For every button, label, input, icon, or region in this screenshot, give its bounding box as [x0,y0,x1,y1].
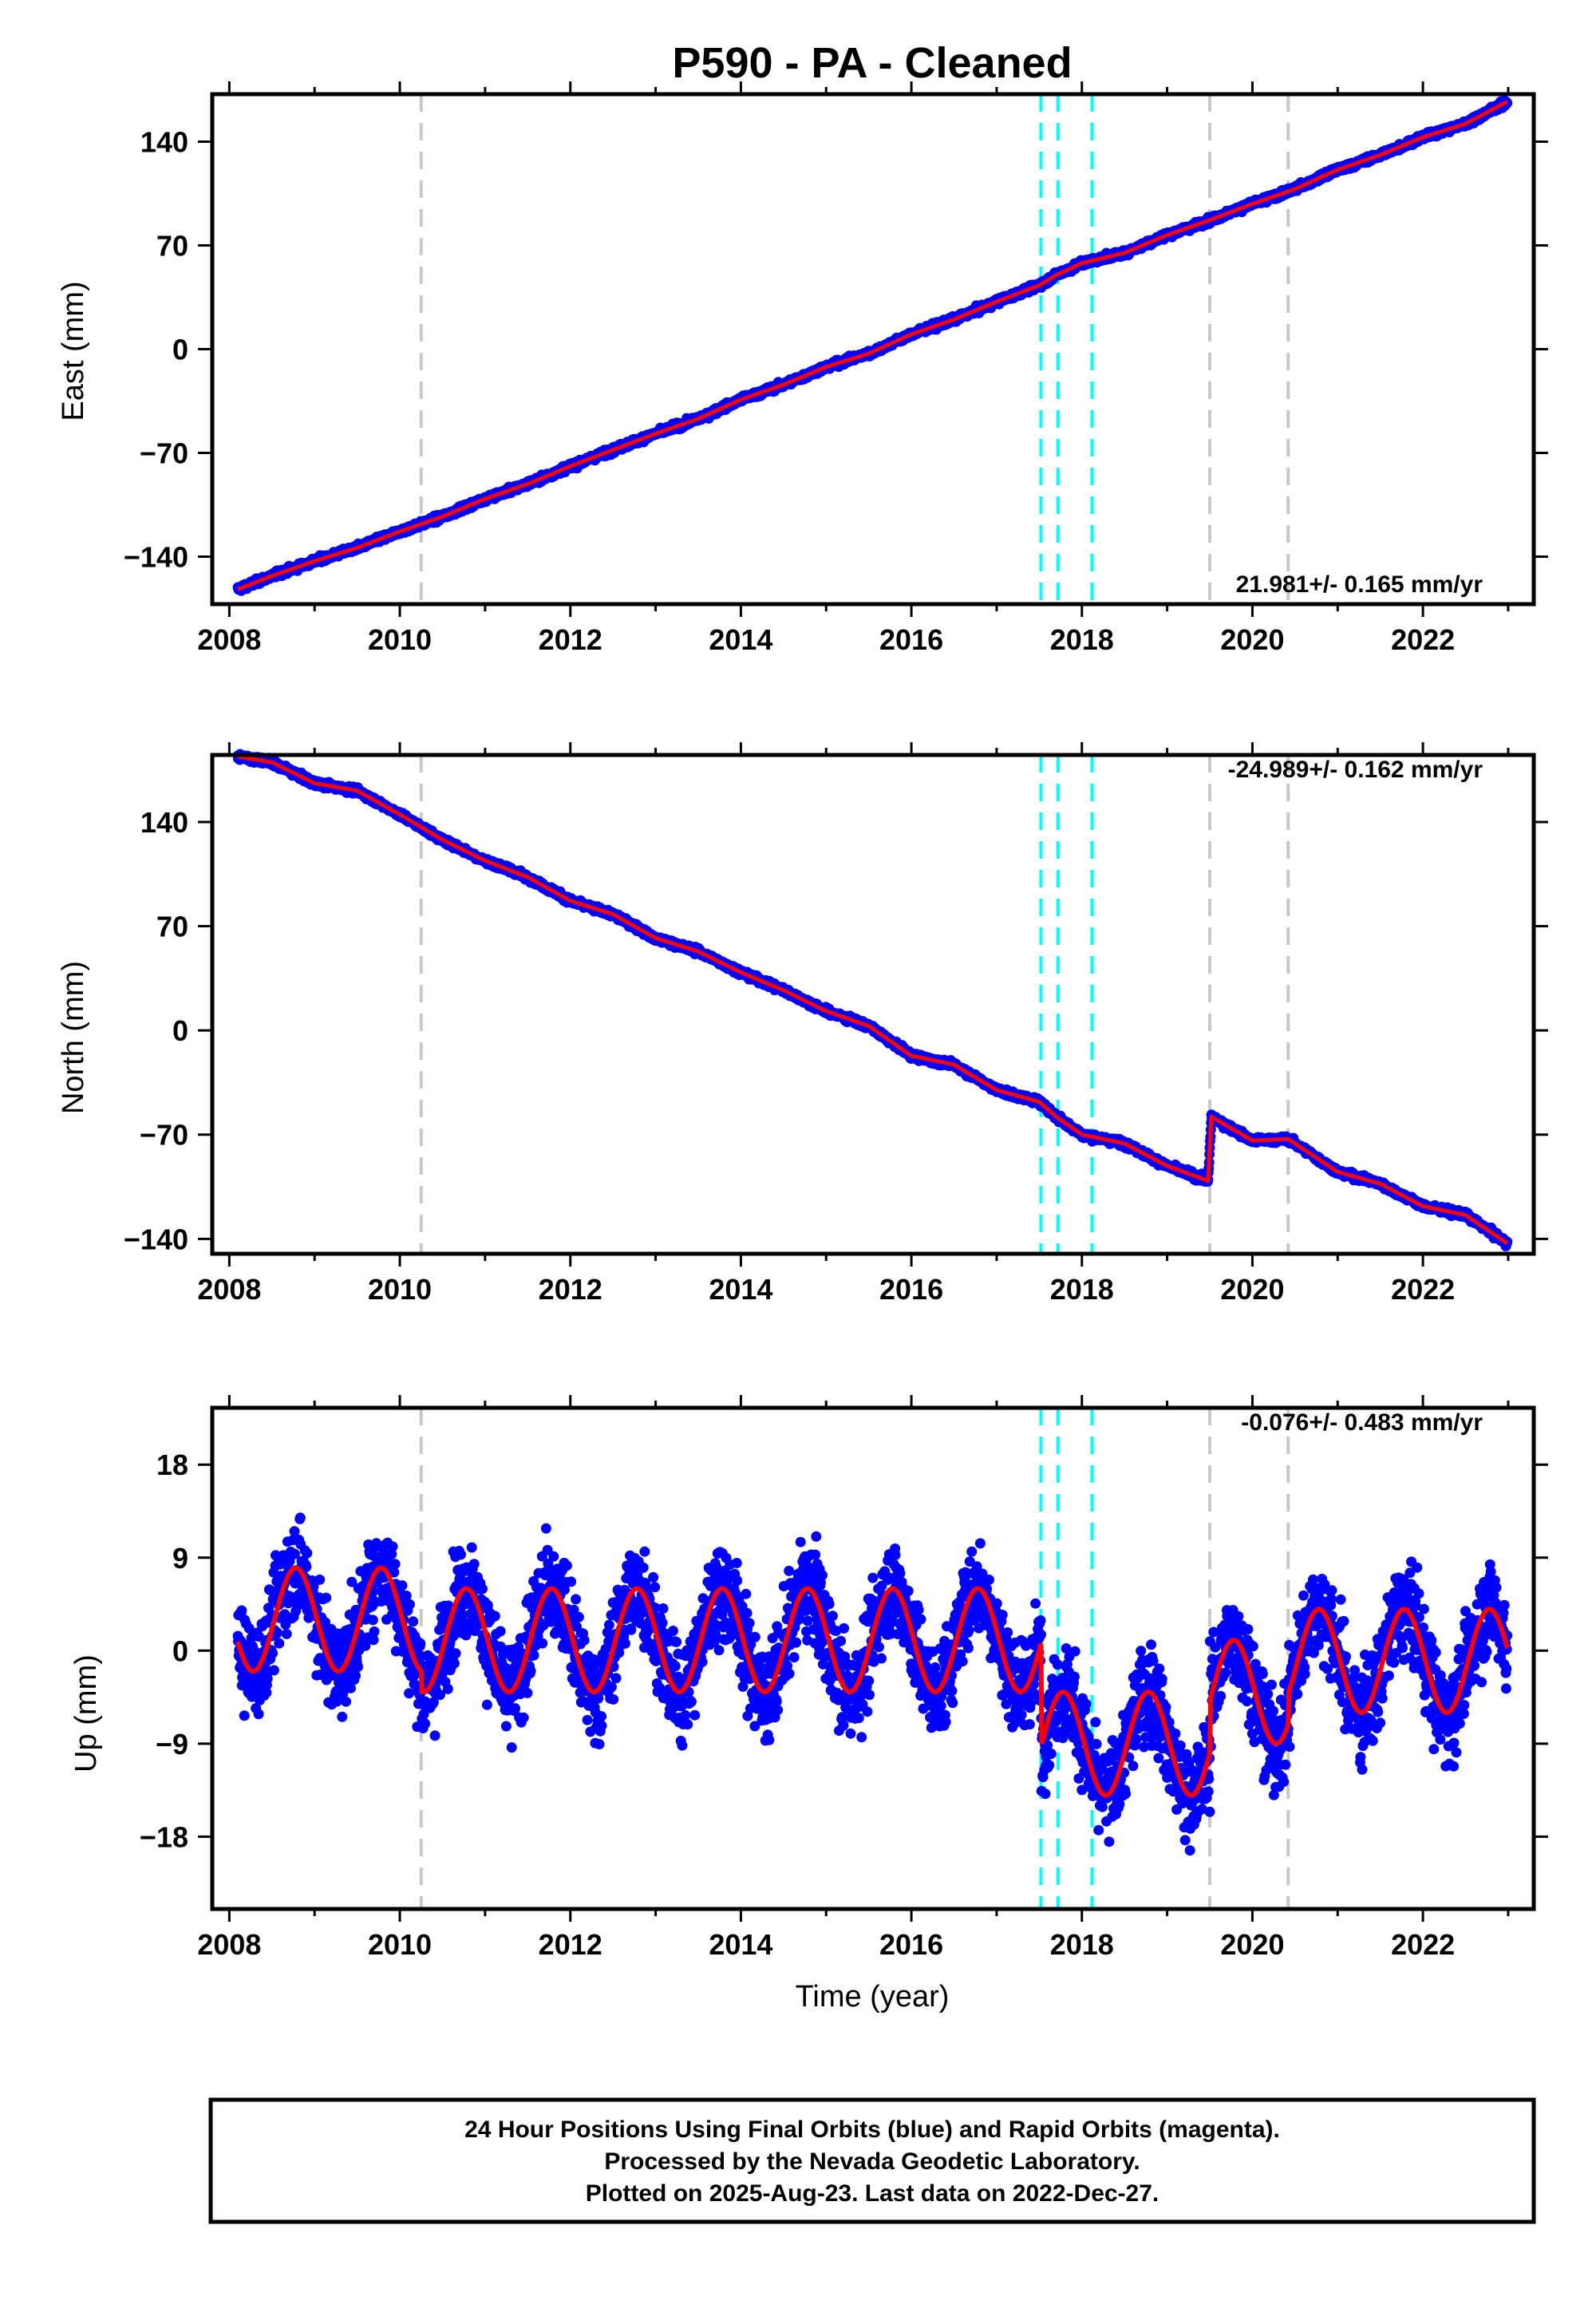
north-data-points [232,749,1513,1251]
east-xtick-label: 2018 [1050,623,1114,656]
east-ytick-label: −140 [124,541,188,574]
east-ytick-label: 140 [140,125,188,158]
east-xtick-label: 2012 [539,623,602,656]
east-xtick-label: 2020 [1220,623,1284,656]
east-ytick-label: 70 [156,229,188,262]
north-panel: 2008 2010 2012 2014 2016 2018 2020 2022−140−700… [124,742,1548,1306]
east-rate-label: 21.981+/- 0.165 mm/yr [1236,571,1483,598]
east-xtick-label: 2022 [1391,623,1455,656]
east-ylabel: East (mm) [57,281,90,421]
east-xtick-label: 2014 [709,623,772,656]
east-panel: 2008 2010 2012 2014 2016 2018 2020 2022 −140 −70 0… [124,81,1548,656]
east-xtick-label: 2010 [368,623,432,656]
east-xtick-label: 2016 [879,623,943,656]
east-ytick-label: 0 [172,334,188,366]
east-ytick-label: −70 [140,437,188,470]
figure-title: P590 - PA - Cleaned [672,39,1072,87]
east-xtick-label: 2008 [197,623,261,656]
